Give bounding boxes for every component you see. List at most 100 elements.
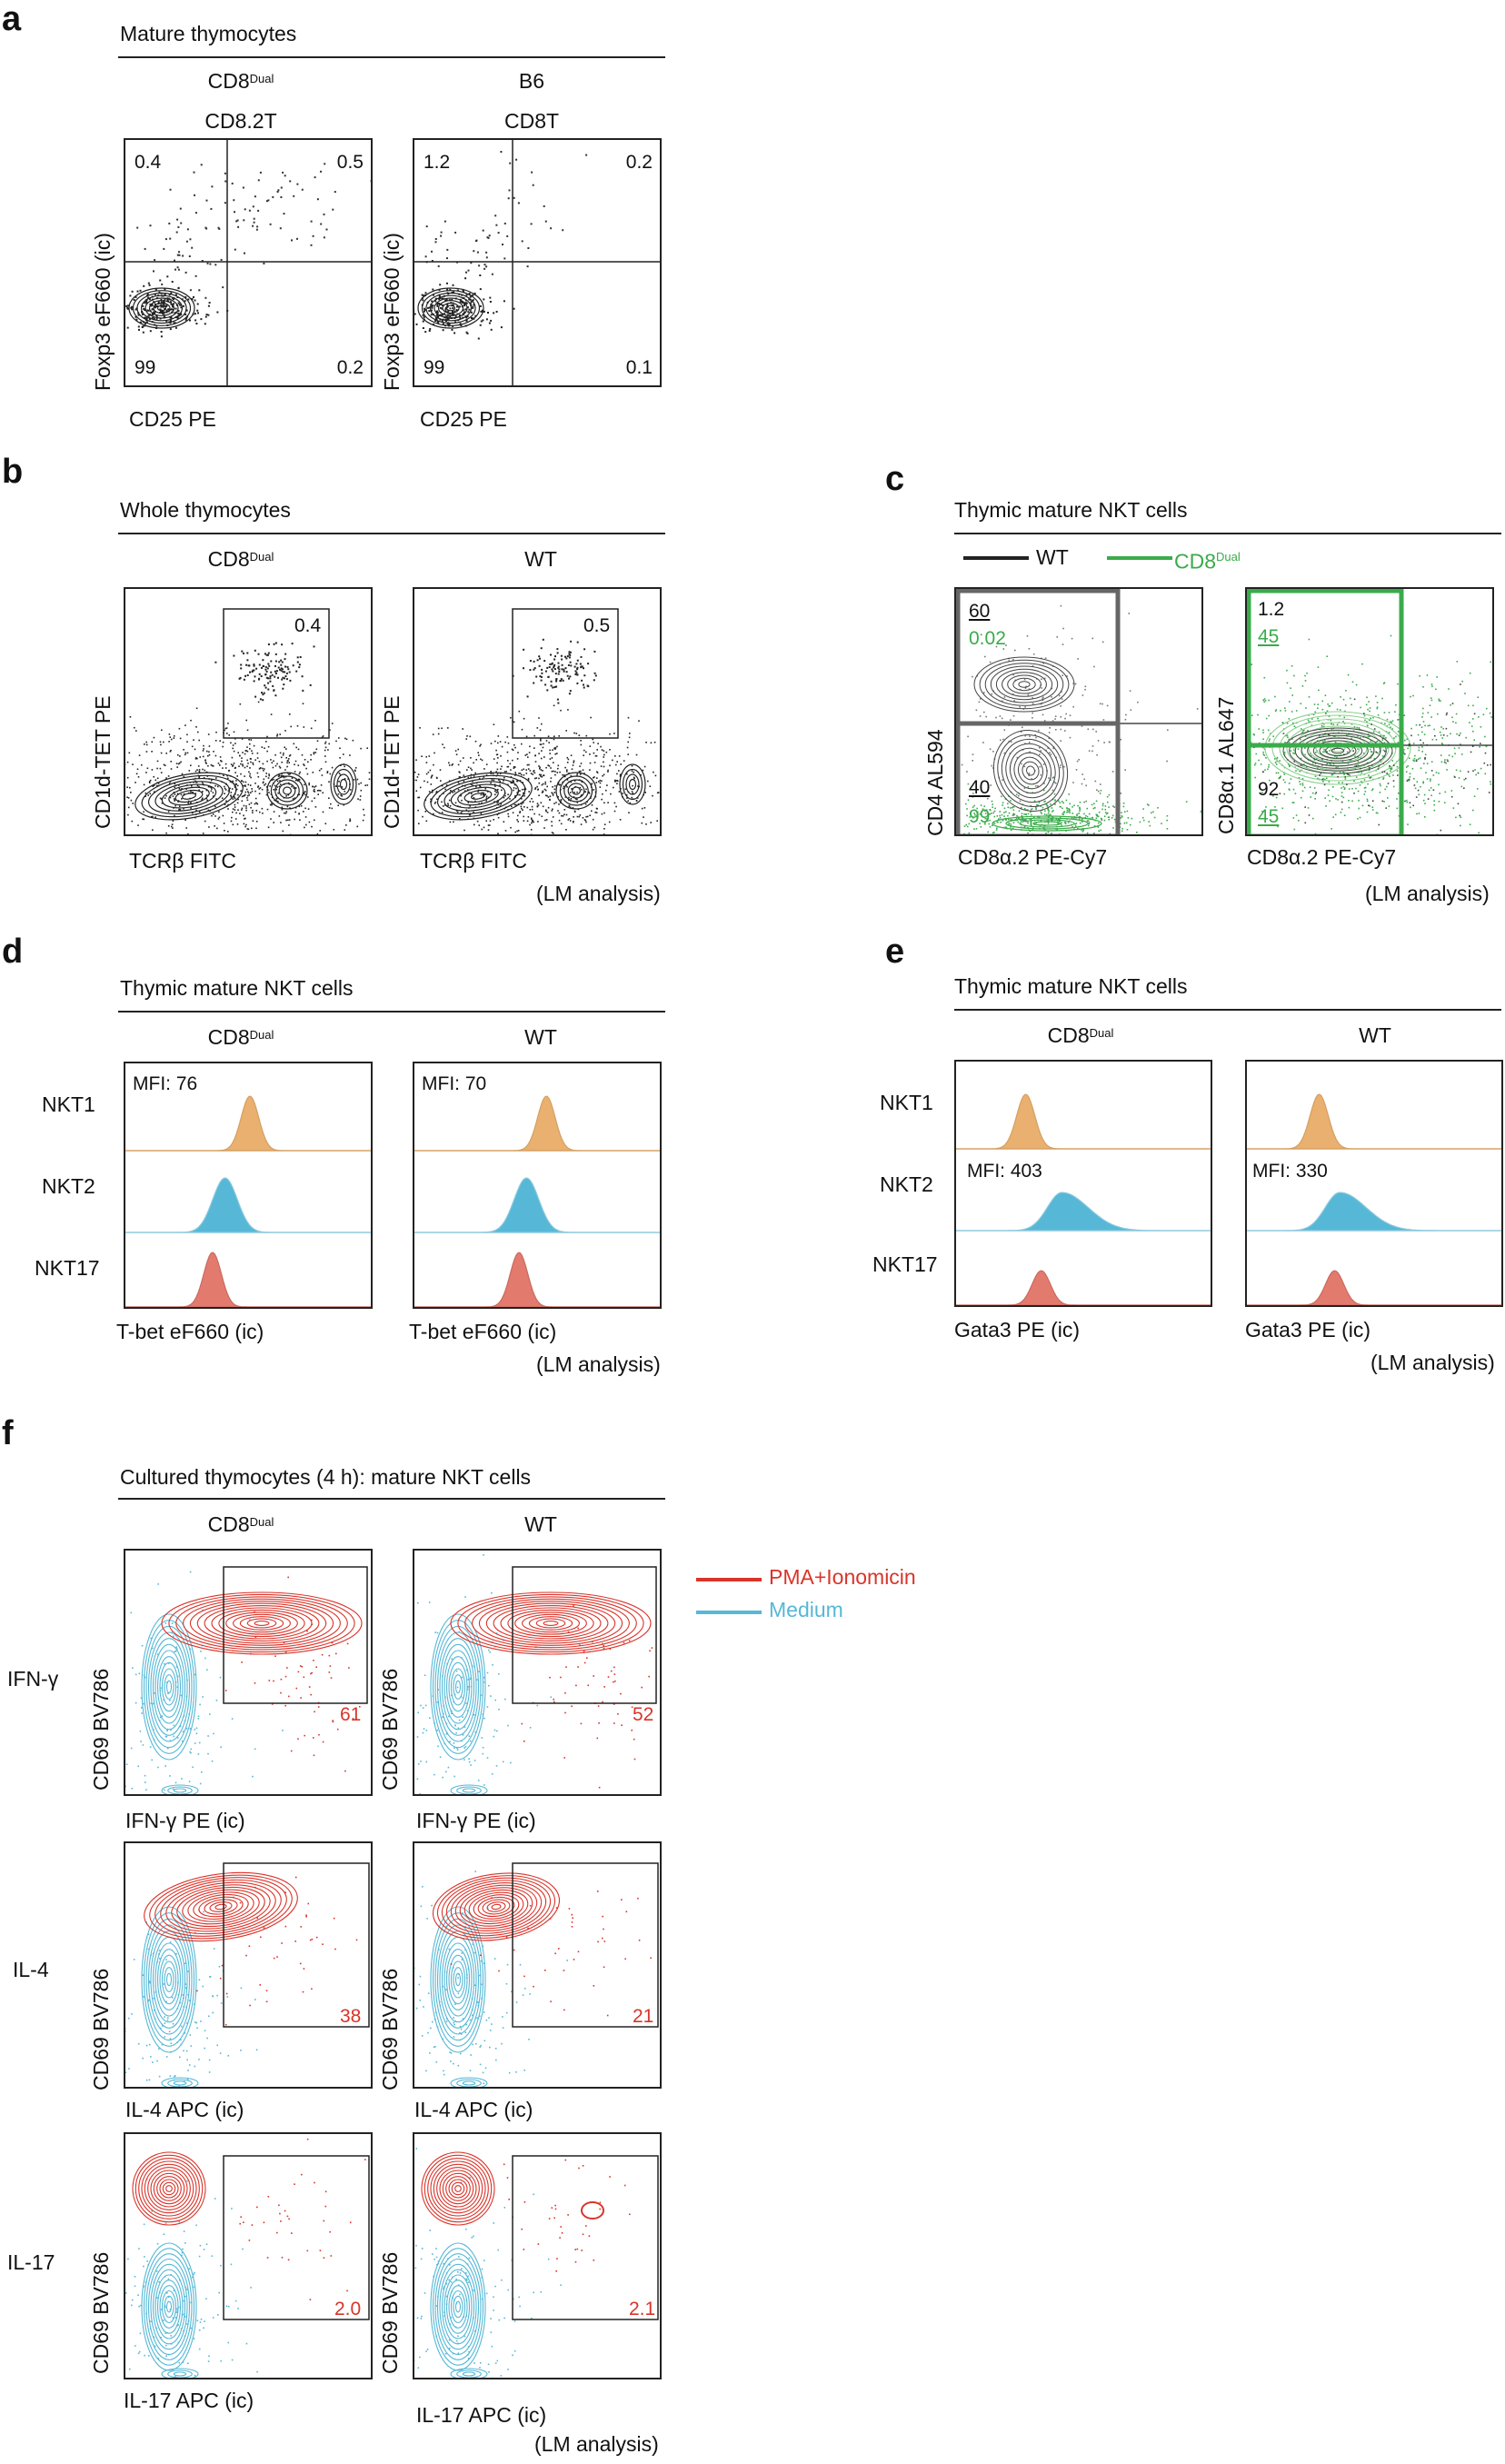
panel-a-col2-sub: CD8T (503, 109, 560, 133)
contour-rings (161, 2077, 199, 2087)
panel-e-rule (954, 1009, 1501, 1011)
gate-value: 2.0 (334, 2299, 362, 2319)
histogram-peak (956, 1270, 1211, 1305)
scatter-dots (136, 212, 236, 299)
panel-c-plot-2: 1.2 45 92 45 (1245, 587, 1494, 836)
scatter-dots (214, 642, 315, 702)
panel-c-gates-2 (1247, 589, 1492, 834)
contour-rings (330, 763, 357, 805)
panel-f-row-il17: IL-17 (7, 2250, 55, 2274)
contour-rings (417, 287, 484, 329)
quad-ll: 99 (424, 357, 445, 378)
gate-value: 0.5 (583, 615, 611, 636)
contour-rings (1282, 727, 1393, 774)
panel-c-lm: (LM analysis) (1365, 882, 1490, 905)
panel-d-xlabel-1: T-bet eF660 (ic) (116, 1320, 264, 1343)
contour-rings (992, 815, 1102, 832)
panel-f-il4-svg-1 (125, 1871, 358, 2087)
c2-ll-wt: 92 (1258, 779, 1280, 800)
panel-f-xlabel: IL-4 APC (ic) (125, 2098, 244, 2121)
panel-d-row-nkt1: NKT1 (42, 1092, 95, 1116)
quad-ur: 0.5 (336, 152, 364, 173)
panel-c-title: Thymic mature NKT cells (954, 498, 1188, 522)
panel-a-letter: a (2, 0, 22, 38)
panel-e-row-nkt17: NKT17 (872, 1252, 938, 1276)
panel-e-xlabel-1: Gata3 PE (ic) (954, 1318, 1081, 1342)
histogram-peak (125, 1177, 371, 1233)
panel-c-gates-1 (956, 589, 1201, 834)
panel-e-hist-1 (956, 1093, 1211, 1305)
panel-b-xlabel-2: TCRβ FITC (420, 849, 527, 873)
panel-f-il17-plot-1: 2.0 (124, 2132, 373, 2379)
quad-ur: 0.2 (625, 152, 653, 173)
panel-e-letter: e (885, 933, 905, 971)
legend-wt-line (963, 556, 1029, 560)
gate (223, 2155, 370, 2320)
panel-b-col1-title: CD8Dual (207, 547, 274, 571)
panel-d-row-nkt2: NKT2 (42, 1174, 95, 1198)
legend-medium-label: Medium (769, 1598, 843, 1621)
panel-f-col2-title: WT (524, 1512, 557, 1536)
panel-c-xlabel-1: CD8α.2 PE-Cy7 (958, 845, 1108, 869)
panel-f-row-ifn: IFN-γ (7, 1667, 59, 1691)
contour-rings (161, 1784, 199, 1794)
histogram-peak (1247, 1093, 1501, 1150)
contour-rings (128, 287, 195, 329)
scatter-dots (476, 151, 588, 260)
contour-rings (450, 2077, 488, 2087)
panel-f-ylabel: CD69 BV786 (89, 1968, 113, 2090)
panel-f-ylabel: CD69 BV786 (378, 1968, 402, 2090)
panel-e-row-nkt1: NKT1 (880, 1091, 933, 1114)
c2-ul-cd8: 45 (1258, 626, 1280, 647)
panel-f-ifn-svg-2 (414, 1554, 653, 1794)
contour-rings (992, 730, 1069, 812)
panel-a-plot-1-svg (125, 163, 371, 338)
panel-c-plot-1-svg (956, 589, 1201, 834)
panel-e-xlabel-2: Gata3 PE (ic) (1245, 1318, 1371, 1342)
gate (223, 1862, 370, 2028)
panel-d-plot-1: MFI: 76 (124, 1062, 373, 1309)
contour-rings (161, 1591, 363, 1655)
panel-d-rule (118, 1011, 665, 1013)
panel-a-plot-1: 0.4 0.5 99 0.2 (124, 138, 373, 387)
histogram-peak (125, 1095, 371, 1152)
panel-f-il4-svg-2 (414, 1870, 652, 2087)
scatter-dots (1253, 683, 1491, 832)
panel-a-plot-2-quads (414, 140, 660, 385)
c2-ll-cd8: 45 (1258, 806, 1280, 827)
panel-b-lm: (LM analysis) (536, 882, 661, 905)
scatter-dots (169, 163, 371, 264)
legend-pma-label: PMA+Ionomicin (769, 1565, 916, 1589)
panel-f-ifn-plot-2: 52 (413, 1549, 662, 1796)
panel-b-ylabel-2: CD1d-TET PE (380, 695, 404, 829)
scatter-dots (125, 1571, 284, 1791)
gate-value: 52 (633, 1704, 654, 1725)
histogram-peak (956, 1093, 1211, 1150)
contour-rings (619, 763, 646, 805)
legend-cd8-label: CD8Dual (1174, 549, 1241, 574)
panel-e-lm: (LM analysis) (1370, 1351, 1495, 1374)
mfi-label: MFI: 403 (967, 1161, 1042, 1182)
gate-value: 21 (633, 2006, 654, 2027)
panel-a-xlabel-2: CD25 PE (420, 407, 507, 431)
quad-ul: 1.2 (424, 152, 451, 173)
panel-a-ylabel-1: Foxp3 eF660 (ic) (91, 233, 115, 391)
panel-f-ifn-plot-1: 61 (124, 1549, 373, 1796)
panel-f-rule (118, 1498, 665, 1500)
scatter-dots (224, 1576, 361, 1772)
legend-medium-line (696, 1611, 762, 1614)
scatter-dots (503, 2159, 631, 2272)
panel-d-letter: d (2, 933, 24, 971)
mfi-label: MFI: 330 (1252, 1161, 1328, 1182)
histogram-peak (1247, 1270, 1501, 1305)
panel-f-xlabel: IL-17 APC (ic) (124, 2389, 254, 2412)
panel-d-title: Thymic mature NKT cells (120, 976, 354, 1000)
contour-rings (973, 656, 1075, 713)
mfi-label: MFI: 70 (422, 1073, 487, 1094)
panel-c-ylabel-1: CD4 AL594 (923, 729, 947, 836)
contour-rings (430, 2242, 486, 2371)
panel-e-plot-2: MFI: 330 (1245, 1060, 1503, 1307)
panel-e-hist-2 (1247, 1093, 1501, 1305)
panel-b-plot-2: 0.5 (413, 587, 662, 836)
panel-a-rule (118, 56, 665, 58)
